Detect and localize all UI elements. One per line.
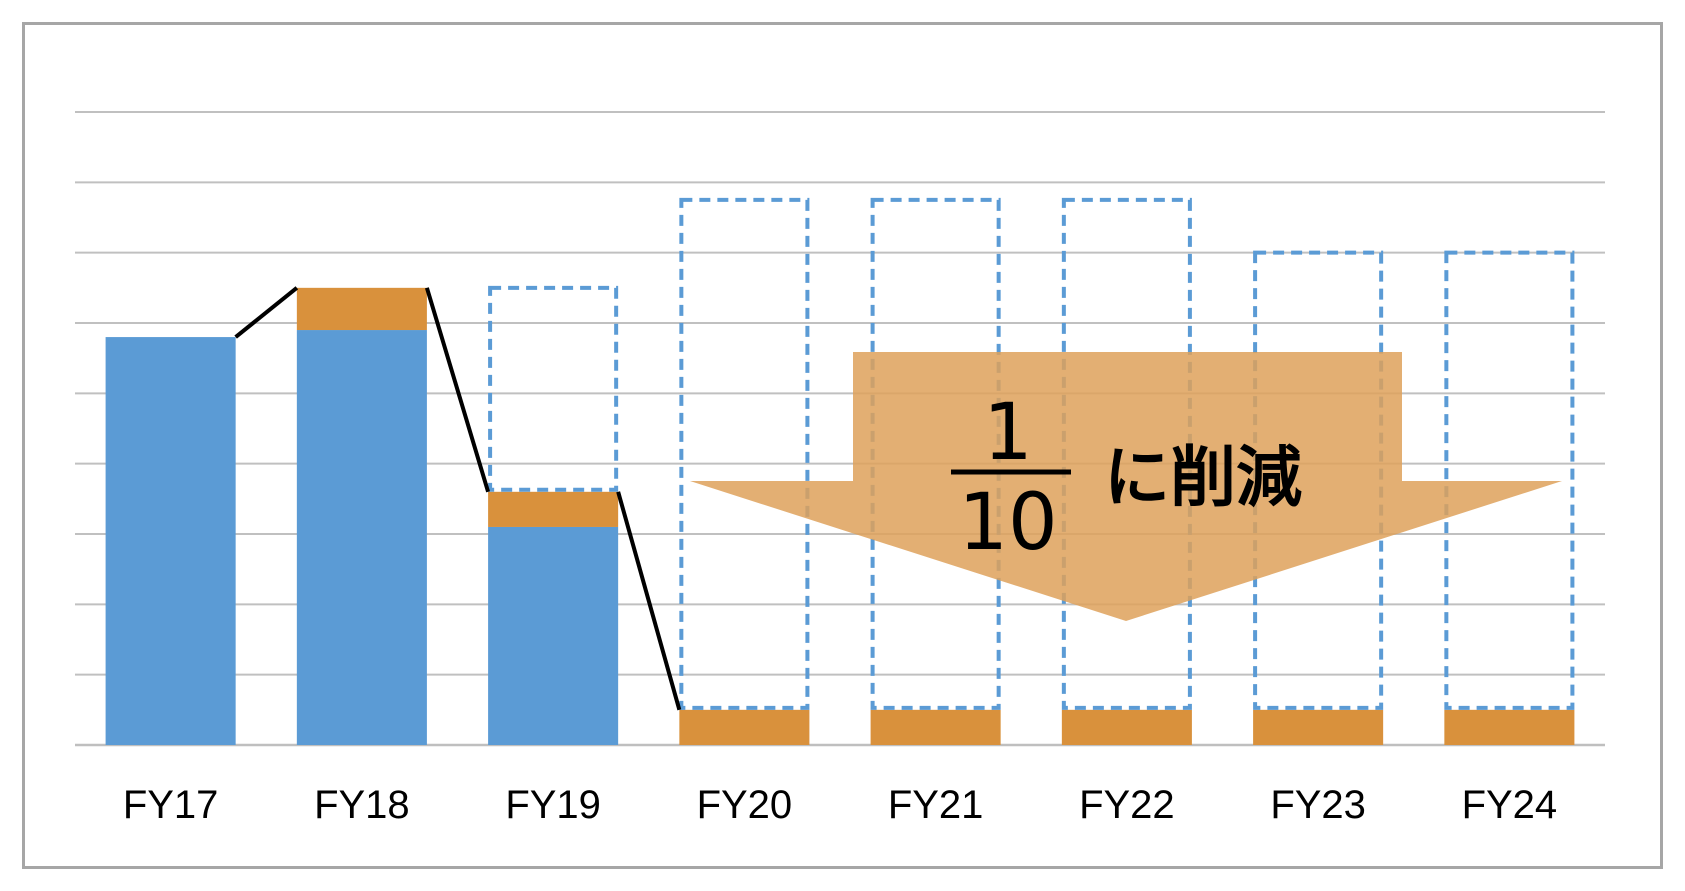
- projected-bar-outline: [1253, 250, 1384, 710]
- bar-segment: [488, 491, 619, 527]
- bar-segment: [1061, 709, 1192, 745]
- x-tick-label: FY18: [314, 783, 410, 827]
- down-arrow-shape: [690, 352, 1562, 621]
- projected-bar-outline: [488, 285, 619, 492]
- bar-segment: [679, 709, 810, 745]
- bar-segment: [296, 330, 427, 745]
- bar-segment: [296, 287, 427, 331]
- bars: [105, 197, 1575, 745]
- connector-line: [424, 287, 491, 493]
- bar-segment: [1253, 709, 1384, 745]
- bar-segment: [488, 526, 619, 745]
- projected-bar-outline: [679, 197, 810, 710]
- x-tick-label: FY21: [888, 783, 984, 827]
- x-tick-label: FY22: [1079, 783, 1175, 827]
- bar-segment: [870, 709, 1001, 745]
- fraction-denominator: 10: [958, 478, 1057, 568]
- x-tick-label: FY23: [1270, 783, 1366, 827]
- projected-bar-outline: [1444, 250, 1575, 710]
- bar-segment: [105, 337, 236, 745]
- fraction-numerator: 1: [983, 388, 1033, 478]
- bar-segment: [1444, 709, 1575, 745]
- connector-line: [234, 286, 299, 339]
- x-tick-label: FY19: [505, 783, 601, 827]
- x-axis-labels: FY17 FY18 FY19 FY20 FY21 FY22 FY23 FY24: [123, 783, 1557, 827]
- connector-lines: [234, 286, 682, 711]
- connector-line: [616, 491, 682, 711]
- reduction-label: に削減: [1104, 439, 1302, 516]
- x-tick-label: FY17: [123, 783, 219, 827]
- reduction-annotation: 1 10 に削減: [690, 352, 1562, 621]
- x-tick-label: FY24: [1462, 783, 1558, 827]
- x-tick-label: FY20: [697, 783, 793, 827]
